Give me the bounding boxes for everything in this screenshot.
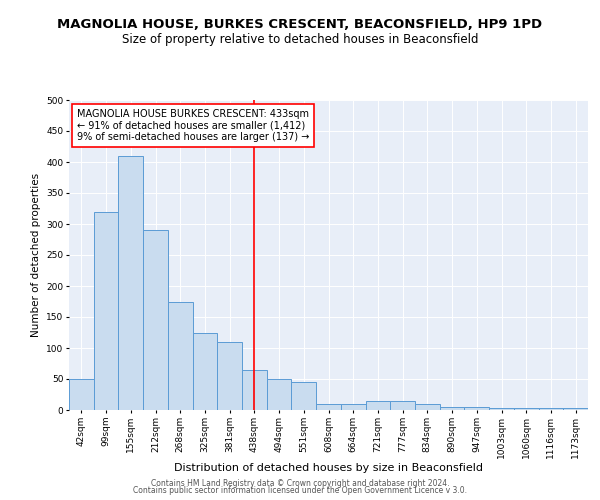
Bar [118, 156, 143, 410]
Bar [563, 408, 588, 410]
Text: Size of property relative to detached houses in Beaconsfield: Size of property relative to detached ho… [122, 32, 478, 46]
Bar [168, 302, 193, 410]
Text: MAGNOLIA HOUSE, BURKES CRESCENT, BEACONSFIELD, HP9 1PD: MAGNOLIA HOUSE, BURKES CRESCENT, BEACONS… [58, 18, 542, 30]
X-axis label: Distribution of detached houses by size in Beaconsfield: Distribution of detached houses by size … [174, 463, 483, 473]
Bar [316, 404, 341, 410]
Y-axis label: Number of detached properties: Number of detached properties [31, 173, 41, 337]
Bar [514, 408, 539, 410]
Text: MAGNOLIA HOUSE BURKES CRESCENT: 433sqm
← 91% of detached houses are smaller (1,4: MAGNOLIA HOUSE BURKES CRESCENT: 433sqm ←… [77, 110, 309, 142]
Bar [217, 342, 242, 410]
Bar [292, 382, 316, 410]
Bar [390, 400, 415, 410]
Bar [539, 408, 563, 410]
Bar [94, 212, 118, 410]
Bar [365, 400, 390, 410]
Text: Contains HM Land Registry data © Crown copyright and database right 2024.: Contains HM Land Registry data © Crown c… [151, 478, 449, 488]
Bar [267, 379, 292, 410]
Bar [464, 407, 489, 410]
Bar [415, 404, 440, 410]
Bar [69, 379, 94, 410]
Bar [341, 404, 365, 410]
Bar [193, 332, 217, 410]
Text: Contains public sector information licensed under the Open Government Licence v : Contains public sector information licen… [133, 486, 467, 495]
Bar [242, 370, 267, 410]
Bar [440, 407, 464, 410]
Bar [489, 408, 514, 410]
Bar [143, 230, 168, 410]
